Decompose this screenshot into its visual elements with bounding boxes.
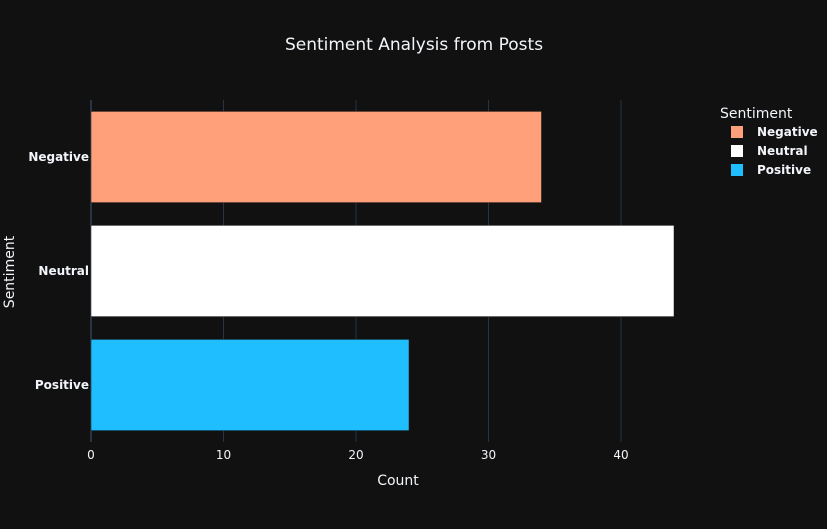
legend-swatch[interactable] xyxy=(731,126,743,138)
bar-negative[interactable] xyxy=(90,111,542,203)
x-tick-label: 0 xyxy=(87,448,95,462)
chart-title: Sentiment Analysis from Posts xyxy=(285,35,543,55)
x-axis-ticks: 0 10 20 30 40 xyxy=(87,448,628,462)
legend-entry-label[interactable]: Neutral xyxy=(757,144,808,158)
y-tick-label: Neutral xyxy=(38,264,89,278)
legend-swatch[interactable] xyxy=(731,145,743,157)
x-axis-label: Count xyxy=(377,473,419,489)
y-axis-label: Sentiment xyxy=(2,235,18,308)
legend: Sentiment Negative Neutral Positive xyxy=(720,106,818,177)
bars xyxy=(90,111,675,431)
x-tick-label: 40 xyxy=(613,448,628,462)
y-tick-label: Positive xyxy=(35,378,89,392)
bar-neutral[interactable] xyxy=(90,225,675,317)
y-axis-ticks: Negative Neutral Positive xyxy=(28,150,89,392)
legend-entry-label[interactable]: Negative xyxy=(757,125,818,139)
legend-swatch[interactable] xyxy=(731,164,743,176)
bar-positive[interactable] xyxy=(90,339,410,431)
legend-entry-label[interactable]: Positive xyxy=(757,163,811,177)
x-tick-label: 10 xyxy=(216,448,231,462)
x-tick-label: 20 xyxy=(348,448,363,462)
y-tick-label: Negative xyxy=(28,150,89,164)
x-tick-label: 30 xyxy=(481,448,496,462)
legend-title: Sentiment xyxy=(720,106,793,122)
